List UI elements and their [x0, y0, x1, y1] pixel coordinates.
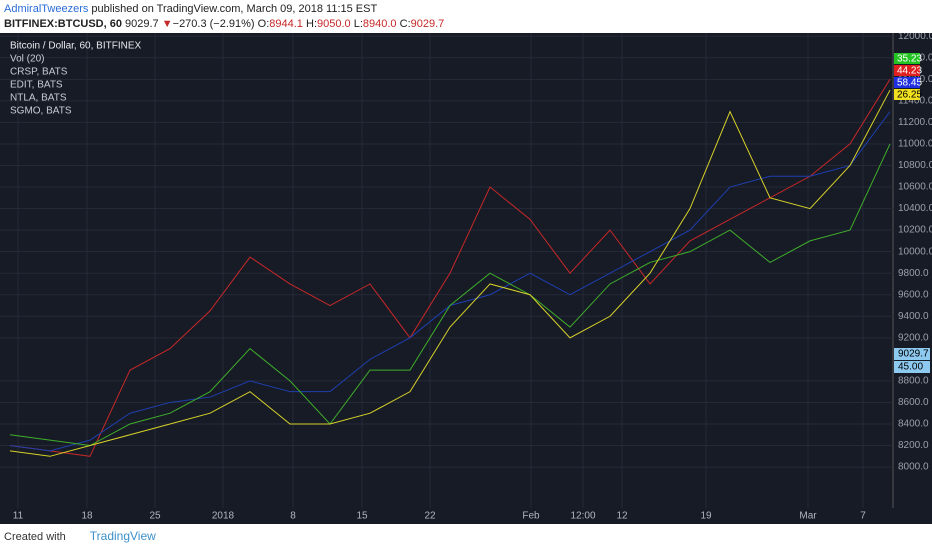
price-tag [894, 77, 920, 88]
x-tick-label: 7 [860, 511, 866, 522]
x-tick-label: Feb [522, 511, 540, 522]
chart: 8000.0 8200.0 8400.0 8600.0 8800.0 9200.0 9400… [0, 33, 932, 524]
y-tick-label: 11200.0 [898, 117, 932, 128]
price-tag-label: 26.25 [897, 90, 922, 101]
footer-text: Created with [4, 531, 66, 543]
legend-item: SGMO, BATS [10, 106, 72, 117]
x-tick-label: Mar [799, 511, 817, 522]
price-axis-bg [893, 33, 932, 508]
author[interactable]: AdmiralTweezers [4, 3, 89, 15]
last-tag [894, 348, 930, 360]
last-tag-label: 45.00 [898, 362, 923, 373]
published: published on TradingView.com, March 09, … [91, 3, 378, 15]
ohlc-value: 9029.7 [410, 18, 445, 30]
x-tick-label: 2018 [212, 511, 235, 522]
series-line [9, 89, 891, 457]
time-axis-bg [0, 508, 932, 524]
series-line [9, 143, 891, 447]
price-tag [894, 89, 920, 100]
y-tick-label: 8800.0 [898, 376, 929, 387]
legend-item: NTLA, BATS [10, 93, 67, 104]
ohlc-label: C: [399, 18, 411, 30]
price-tag-label: 58.45 [897, 78, 922, 89]
arrow: ▼ [161, 18, 173, 30]
ohlc-value: 8944.1 [269, 18, 303, 30]
x-tick-label: 22 [424, 511, 436, 522]
x-tick-label: 25 [149, 511, 161, 522]
ohlc-label: O: [257, 18, 270, 30]
ohlc: O:8944.1 H:9050.0 L:8940.0 C:9029.7 [258, 18, 445, 30]
legend-item: EDIT, BATS [10, 80, 63, 91]
price-tag-label: 35.23 [897, 54, 922, 65]
price-tag [894, 65, 920, 76]
y-tick-label: 9800.0 [898, 268, 929, 279]
symbol: BITFINEX:BTCUSD, 60 [4, 18, 122, 30]
y-tick-label: 10800.0 [898, 160, 932, 171]
ohlc-value: 8940.0 [362, 18, 397, 30]
ohlc-value: 9050.0 [317, 18, 351, 30]
x-tick-label: 18 [81, 511, 93, 522]
y-tick-label: 11400.0 [898, 95, 932, 106]
price-tag-label: 44.23 [897, 66, 922, 77]
legend-item: Bitcoin / Dollar, 60, BITFINEX [10, 41, 141, 52]
x-tick-label: 19 [700, 511, 712, 522]
price-tag [894, 53, 920, 64]
y-tick-label: 8400.0 [898, 419, 929, 430]
y-tick-label: 12000.0 [898, 33, 932, 42]
plot-bg [0, 33, 893, 508]
y-tick-label: 10400.0 [898, 203, 932, 214]
x-tick-label: 12:00 [570, 511, 595, 522]
change: −270.3 (−2.91%) [172, 18, 255, 30]
footer: Created with TradingView [4, 529, 156, 543]
y-tick-label: 8000.0 [898, 462, 929, 473]
header: AdmiralTweezers published on TradingView… [4, 2, 444, 32]
x-tick-label: 12 [616, 511, 628, 522]
last: 9029.7 [125, 18, 159, 30]
x-tick-label: 15 [356, 511, 368, 522]
ohlc-label: L: [353, 18, 363, 30]
last-tag [894, 361, 930, 373]
y-tick-label: 9400.0 [898, 311, 929, 322]
x-tick-label: 11 [13, 511, 24, 522]
y-tick-label: 10600.0 [898, 182, 932, 193]
brand[interactable]: TradingView [89, 529, 156, 543]
legend-item: CRSP, BATS [10, 67, 68, 78]
y-tick-label: 9600.0 [898, 289, 929, 300]
y-tick-label: 11000.0 [898, 139, 932, 150]
y-tick-label: 9200.0 [898, 332, 929, 343]
y-tick-label: 10200.0 [898, 225, 932, 236]
y-tick-label: 8200.0 [898, 440, 929, 451]
y-tick-label: 8600.0 [898, 397, 929, 408]
series-line [9, 79, 891, 457]
last-tag-label: 9029.7 [898, 349, 929, 360]
ohlc-label: H: [306, 18, 317, 30]
y-tick-label: 10000.0 [898, 246, 932, 257]
legend-item: Vol (20) [10, 54, 44, 65]
x-tick-label: 8 [290, 511, 296, 522]
